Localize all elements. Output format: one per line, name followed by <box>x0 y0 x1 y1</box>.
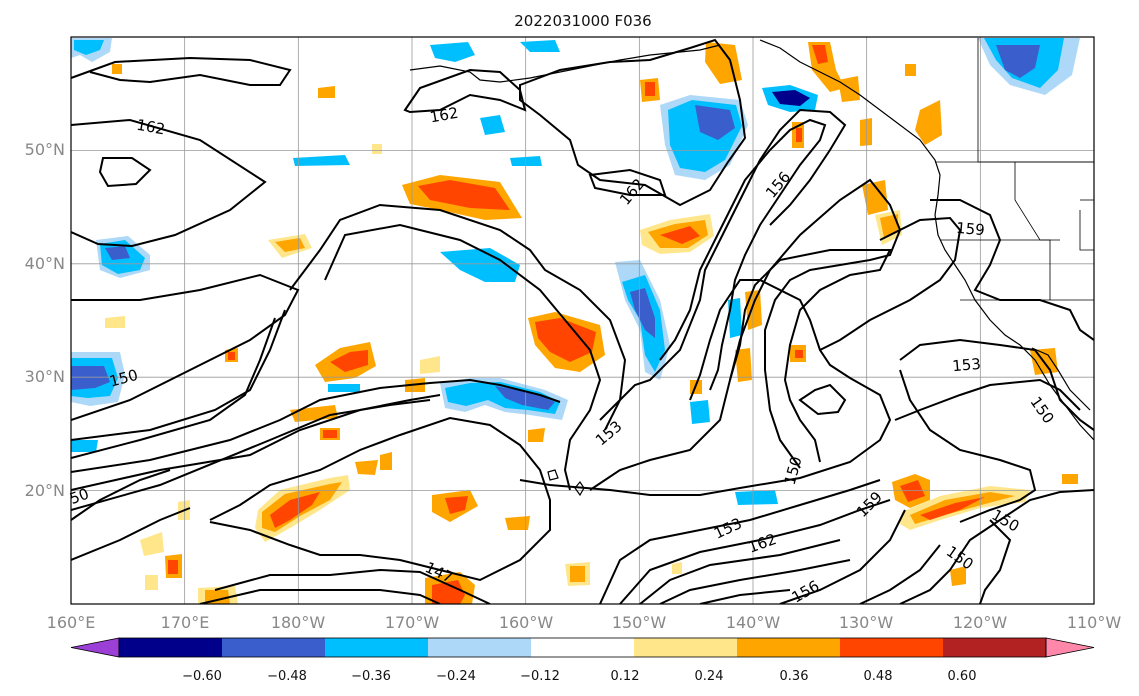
contour-label: 162 <box>135 116 166 139</box>
colorbar-tick-label: −0.12 <box>520 669 560 684</box>
colorbar-segment <box>222 638 325 657</box>
lon-label: 150°W <box>612 613 667 632</box>
negative-anomaly-patch <box>440 378 568 420</box>
negative-anomaly-patch <box>71 352 125 406</box>
lon-label: 180°W <box>271 613 326 632</box>
lon-label: 170°W <box>385 613 440 632</box>
lon-label: 110°W <box>1067 613 1122 632</box>
lat-label: 50°N <box>25 140 65 159</box>
colorbar-tick-label: 0.60 <box>948 669 977 684</box>
lat-label: 30°N <box>25 367 65 386</box>
colorbar-segment <box>119 638 222 657</box>
positive-anomaly-patch <box>640 214 714 254</box>
negative-anomaly-patch <box>71 38 112 62</box>
lat-label: 20°N <box>25 481 65 500</box>
colorbar-tick-label: −0.60 <box>182 669 222 684</box>
colorbar-tick-label: 0.24 <box>695 669 724 684</box>
colorbar-tick-label: −0.48 <box>267 669 307 684</box>
negative-anomaly-patch <box>440 248 520 282</box>
negative-anomaly-patch <box>71 298 778 505</box>
negative-anomaly-patch <box>660 95 748 180</box>
colorbar-segment <box>634 638 737 657</box>
lon-label: 120°W <box>953 613 1008 632</box>
negative-anomaly-patch <box>615 260 670 380</box>
contour-label: 153 <box>952 355 982 375</box>
negative-anomaly-patch <box>293 40 560 166</box>
colorbar-segment <box>428 638 531 657</box>
longitude-labels: 160°E 170°E 180°W 170°W 160°W 150°W 140°… <box>47 613 1122 632</box>
colorbar-segment <box>531 638 634 657</box>
height-contours <box>71 38 1094 604</box>
colorbar-segment <box>840 638 943 657</box>
colorbar-segment <box>325 638 428 657</box>
positive-anomaly-patch <box>402 175 522 220</box>
colorbar-tick-label: 0.36 <box>780 669 809 684</box>
colorbar-tick-label: −0.24 <box>436 669 476 684</box>
colorbar-extend-low <box>70 637 120 658</box>
colorbar-tick-label: 0.48 <box>864 669 893 684</box>
negative-anomaly-patch <box>978 38 1080 95</box>
positive-anomaly-patch <box>892 474 1030 530</box>
colorbar-extend-high <box>1045 637 1095 658</box>
colorbar-tick-labels: −0.60 −0.48 −0.36 −0.24 −0.12 0.12 0.24 … <box>182 669 976 684</box>
lat-label: 40°N <box>25 254 65 273</box>
lon-label: 160°W <box>499 613 554 632</box>
colorbar-segment <box>943 638 1046 657</box>
colorbar <box>70 637 1095 658</box>
positive-anomaly-patch <box>255 475 350 542</box>
lon-label: 140°W <box>726 613 781 632</box>
colorbar-outline <box>118 637 1047 658</box>
colorbar-tick-label: 0.12 <box>611 669 640 684</box>
lon-label: 160°E <box>47 613 96 632</box>
map-frame <box>70 36 1095 605</box>
latitude-labels: 50°N 40°N 30°N 20°N <box>25 140 65 500</box>
colorbar-segment <box>737 638 840 657</box>
contour-label: 50 <box>67 485 91 508</box>
lon-label: 170°E <box>161 613 210 632</box>
negative-anomaly-patch <box>96 236 150 278</box>
contour-label: 162 <box>428 104 459 127</box>
coastlines <box>409 39 1094 497</box>
positive-anomaly-patch <box>528 312 605 372</box>
figure-title: 2022031000 F036 <box>514 12 651 30</box>
positive-anomaly-patch <box>315 342 376 382</box>
graticule <box>71 37 1094 604</box>
lon-label: 130°W <box>839 613 894 632</box>
positive-anomaly-patch <box>432 490 478 522</box>
negative-anomaly-patch <box>762 85 818 112</box>
anomaly-shading <box>71 38 1080 604</box>
positive-anomaly-patch <box>105 42 1078 604</box>
colorbar-tick-label: −0.36 <box>351 669 391 684</box>
state-borders <box>935 38 1094 301</box>
contour-label: 159 <box>955 219 985 239</box>
